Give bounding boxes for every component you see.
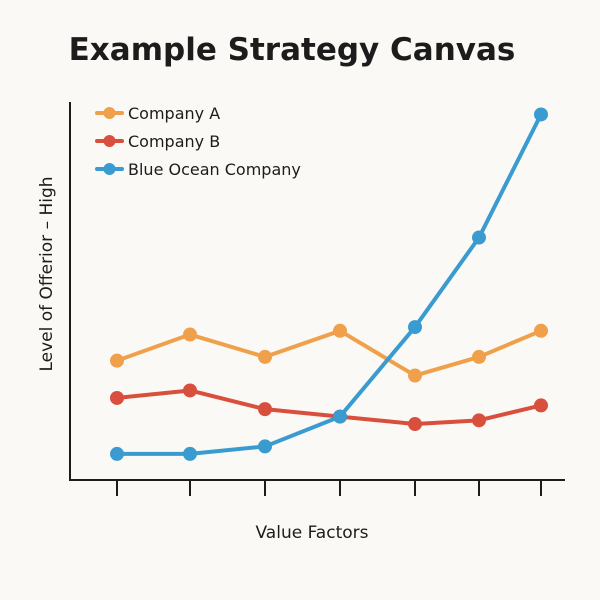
legend-item-company-a: Company A — [95, 104, 220, 123]
series-blue-ocean-company — [110, 107, 548, 461]
axes — [69, 102, 565, 481]
y-axis-label: Level of Offerior – High — [37, 176, 57, 371]
legend-label-company-a: Company A — [128, 104, 220, 123]
legend-label-company-b: Company B — [128, 132, 220, 151]
legend-swatch-dot-company-b — [103, 135, 116, 147]
point-company-a-5 — [408, 368, 422, 383]
point-company-b-3 — [258, 402, 272, 417]
legend-swatch-dot-company-a — [103, 107, 116, 119]
point-company-b-1 — [110, 390, 124, 405]
point-company-a-3 — [258, 349, 272, 364]
series-company-b — [110, 383, 548, 432]
legend-swatch-dot-blue-ocean-company — [103, 163, 116, 175]
point-company-a-4 — [333, 323, 347, 338]
point-blue-ocean-company-6 — [472, 230, 486, 245]
point-blue-ocean-company-7 — [534, 107, 548, 122]
axis-lines — [69, 102, 565, 481]
legend-item-company-b: Company B — [95, 132, 220, 151]
point-company-a-1 — [110, 353, 124, 368]
series-company-a — [110, 323, 548, 383]
point-company-a-7 — [534, 323, 548, 338]
chart-title: Example Strategy Canvas — [69, 32, 516, 68]
point-blue-ocean-company-1 — [110, 446, 124, 461]
point-blue-ocean-company-2 — [183, 446, 197, 461]
point-company-b-6 — [472, 413, 486, 428]
legend-label-blue-ocean-company: Blue Ocean Company — [128, 160, 301, 179]
point-blue-ocean-company-4 — [333, 409, 347, 424]
point-company-b-7 — [534, 398, 548, 413]
point-blue-ocean-company-5 — [408, 320, 422, 335]
legend-item-blue-ocean-company: Blue Ocean Company — [95, 160, 301, 179]
series-layer — [110, 107, 548, 461]
point-company-a-6 — [472, 349, 486, 364]
point-company-b-2 — [183, 383, 197, 398]
x-ticks — [116, 480, 542, 496]
point-company-a-2 — [183, 327, 197, 342]
point-blue-ocean-company-3 — [258, 439, 272, 454]
point-company-b-5 — [408, 417, 422, 432]
legend: Company A Company B Blue Ocean Company — [95, 104, 301, 179]
x-axis-label: Value Factors — [256, 523, 369, 543]
